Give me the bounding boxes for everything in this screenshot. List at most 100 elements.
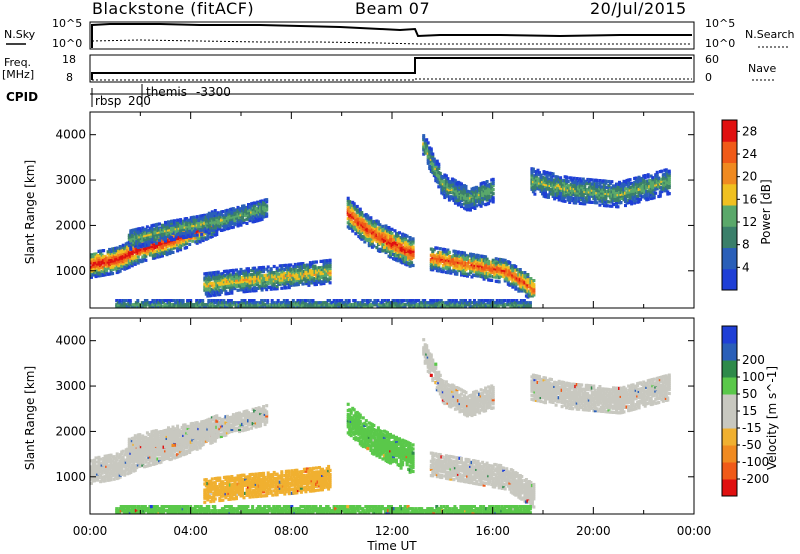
data-cell [248, 204, 252, 208]
data-cell [226, 301, 230, 305]
data-cell [201, 224, 205, 228]
data-cell [429, 149, 433, 153]
data-cell [458, 267, 462, 271]
data-cell [209, 294, 213, 298]
data-cell [587, 180, 591, 184]
data-cell [144, 227, 148, 231]
data-cell [142, 305, 146, 309]
data-cell [218, 282, 222, 286]
data-cell [242, 271, 246, 275]
data-cell [189, 299, 193, 303]
data-cell [126, 245, 130, 249]
data-cell [651, 176, 655, 180]
data-cell [640, 195, 644, 199]
data-cell [466, 189, 469, 193]
data-cell [578, 177, 582, 181]
data-cell [126, 253, 130, 258]
data-cell [269, 269, 273, 273]
data-cell [158, 226, 161, 230]
data-cell [293, 264, 297, 269]
data-cell [204, 276, 208, 280]
data-cell [314, 301, 318, 305]
data-cell [139, 230, 143, 234]
data-cell [118, 299, 122, 303]
data-cell [218, 292, 222, 297]
data-cell [213, 211, 217, 215]
data-cell [200, 232, 204, 236]
data-cell [263, 282, 267, 286]
data-cell [437, 265, 441, 269]
data-cell [272, 273, 276, 277]
data-cell [168, 301, 171, 305]
data-cell [608, 182, 612, 186]
data-cell [310, 279, 314, 283]
freq-label: Freq. [4, 56, 31, 69]
data-cell [157, 305, 161, 309]
data-cell [398, 247, 401, 251]
data-cell [304, 269, 308, 273]
data-cell [664, 188, 668, 192]
data-cell [218, 288, 222, 292]
data-cell [156, 245, 160, 249]
data-cell [375, 246, 379, 250]
data-cell [374, 301, 378, 305]
data-cell [657, 184, 661, 188]
data-cell [236, 220, 240, 224]
data-cell [376, 299, 380, 303]
data-cell [319, 270, 323, 274]
data-cell [141, 251, 145, 255]
data-cell [436, 299, 440, 303]
data-cell [328, 268, 332, 273]
data-cell [575, 177, 579, 181]
data-cell [222, 276, 226, 280]
data-cell [443, 193, 447, 198]
data-cell [204, 280, 208, 284]
data-cell [260, 284, 264, 288]
data-cell [479, 270, 483, 274]
data-cell [236, 303, 239, 307]
data-cell [398, 241, 401, 245]
data-cell [476, 268, 480, 272]
data-cell [141, 234, 145, 238]
data-cell [331, 301, 335, 305]
data-cell [270, 299, 274, 303]
data-cell [231, 268, 235, 272]
data-cell [466, 256, 469, 260]
data-cell [460, 204, 463, 209]
data-cell [287, 265, 291, 269]
data-cell [316, 270, 320, 274]
data-cell [328, 305, 332, 309]
data-cell [168, 251, 172, 256]
data-cell [414, 303, 418, 307]
data-cell [141, 257, 145, 261]
data-cell [538, 171, 541, 175]
data-cell [456, 262, 460, 266]
data-cell [488, 278, 492, 282]
freq-trace [91, 57, 692, 80]
data-cell [460, 202, 463, 207]
data-cell [488, 266, 492, 270]
data-cell [291, 299, 295, 303]
data-cell [369, 218, 373, 222]
data-cell [595, 195, 599, 199]
data-cell [126, 255, 130, 260]
data-cell [182, 233, 186, 238]
data-cell [293, 273, 297, 277]
data-cell [121, 243, 125, 247]
data-cell [186, 233, 190, 237]
data-cell [463, 263, 466, 267]
data-cell [428, 148, 432, 152]
data-cell [463, 259, 466, 263]
data-cell [100, 253, 104, 257]
data-cell [231, 225, 235, 229]
data-cell [97, 272, 101, 276]
data-cell [256, 286, 260, 290]
data-cell [171, 229, 175, 233]
data-cell [198, 301, 202, 305]
data-cell [553, 197, 557, 201]
data-cell [473, 257, 477, 261]
data-cell [255, 301, 259, 305]
data-cell [334, 305, 338, 309]
data-cell [278, 278, 282, 282]
data-cell [503, 267, 507, 271]
